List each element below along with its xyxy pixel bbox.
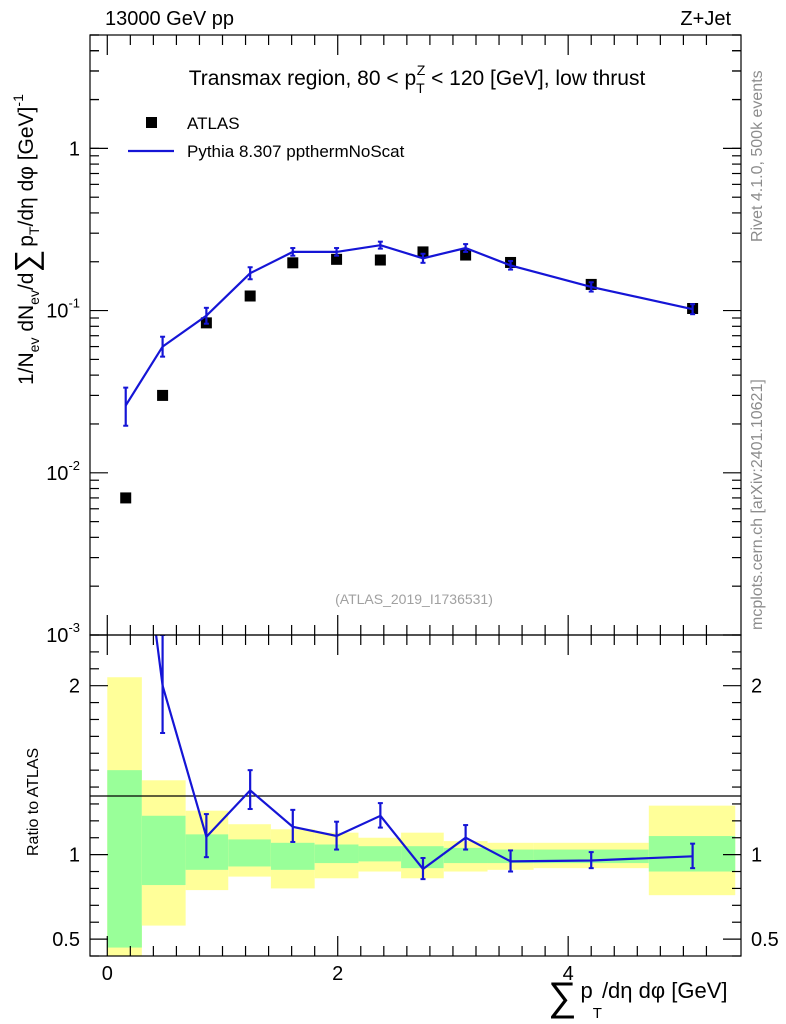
y-tick-label: 10-3 [46, 620, 80, 647]
ratio-band-green [228, 839, 271, 867]
ylabel-ev2: ev [26, 290, 42, 305]
x-tick-label: 0 [102, 963, 113, 985]
ratio-y-tick-label-right: 1 [751, 845, 762, 867]
ylabel-a: 1/N [15, 352, 38, 385]
ratio-y-axis-label: Ratio to ATLAS [25, 748, 42, 856]
atlas-data-point [374, 254, 386, 266]
ylabel-d: p [15, 235, 38, 247]
y-tick-label: 10-1 [46, 296, 80, 323]
plot-title-sub: T [416, 80, 425, 96]
xlabel-t: T [593, 1005, 602, 1022]
y-tick-label-exp: -2 [68, 458, 80, 473]
ratio-panel-frame [89, 634, 742, 957]
x-axis-label: ∑ pT/dη dφ [GeV] [548, 975, 728, 1022]
y-tick-label-exp: -3 [68, 620, 80, 635]
ratio-band-green [141, 815, 186, 886]
mc-curve-group [123, 240, 696, 427]
x-tick-label: 2 [332, 963, 343, 985]
ratio-band-green [314, 844, 359, 864]
ratio-y-tick-label-right: 2 [751, 676, 762, 698]
data-points-group [120, 246, 699, 504]
ratio-mc-curve-group [154, 635, 696, 881]
ratio-y-tick-label-right: 0.5 [751, 929, 779, 951]
atlas-data-point [244, 290, 256, 302]
atlas-data-point [287, 257, 299, 269]
ylabel-c: /d [15, 273, 38, 291]
ratio-band-green [443, 847, 488, 864]
atlas-data-point [157, 389, 169, 401]
ylabel-ev1: ev [26, 338, 42, 353]
ratio-band-green [270, 842, 315, 870]
ylabel-exp: -1 [10, 94, 26, 107]
mc-curve-line [124, 244, 693, 407]
legend-mc-label: Pythia 8.307 ppthermNoScat [187, 142, 405, 161]
plot-title: Transmax region, 80 < pTZ < 120 [GeV], l… [189, 62, 646, 96]
ylabel-e: /dη dφ [GeV] [15, 107, 38, 227]
y-tick-label-base: 10 [46, 463, 68, 485]
header-right: Z+Jet [680, 8, 731, 30]
ylabel-sum: ∑ [8, 250, 44, 273]
y-tick-label-base: 1 [69, 138, 80, 160]
ratio-band-green [107, 770, 142, 948]
y-tick-label-exp: -1 [68, 296, 80, 311]
analysis-watermark: (ATLAS_2019_I1736531) [335, 591, 493, 607]
atlas-data-point [460, 249, 472, 261]
atlas-data-point [331, 253, 343, 265]
plot-title-post: < 120 [GeV], low thrust [425, 67, 645, 90]
xlabel-p: p [581, 978, 593, 1003]
ratio-y-tick-label: 2 [69, 676, 80, 698]
y-tick-label: 1 [69, 138, 80, 160]
y-tick-label-base: 10 [46, 625, 68, 647]
rivet-label: Rivet 4.1.0, 500k events [749, 70, 766, 242]
plot-title-sup: Z [417, 62, 426, 78]
y-tick-label: 10-2 [46, 458, 80, 485]
mcplots-label: mcplots.cern.ch [arXiv:2401.10621] [749, 379, 766, 630]
y-tick-label-base: 10 [46, 301, 68, 323]
legend-atlas-label: ATLAS [187, 114, 240, 133]
ratio-mc-line [154, 635, 693, 871]
xlabel-post: /dη dφ [GeV] [602, 978, 728, 1003]
atlas-data-point [417, 246, 429, 258]
header-left: 13000 GeV pp [105, 8, 234, 30]
ratio-y-tick-label: 0.5 [52, 929, 80, 951]
atlas-data-point [120, 492, 132, 504]
ylabel-t: T [26, 226, 42, 235]
ylabel-b: dN [15, 305, 38, 338]
x-tick-label: 4 [563, 963, 574, 985]
ratio-axis-ticks: 0.5 0.5 1 1 2 2 0 2 4 [52, 634, 779, 985]
legend-atlas-marker [146, 117, 157, 128]
y-axis-label: 1/Nev dNev/d∑pT/dη dφ [GeV]-1 [8, 94, 44, 385]
plot-title-pre: Transmax region, 80 < p [189, 67, 416, 90]
xlabel-sum: ∑ [548, 975, 577, 1019]
main-axis-ticks: 10-310-210-11 [46, 34, 741, 647]
ratio-y-tick-label: 1 [69, 845, 80, 867]
ratio-band-green [358, 846, 402, 862]
